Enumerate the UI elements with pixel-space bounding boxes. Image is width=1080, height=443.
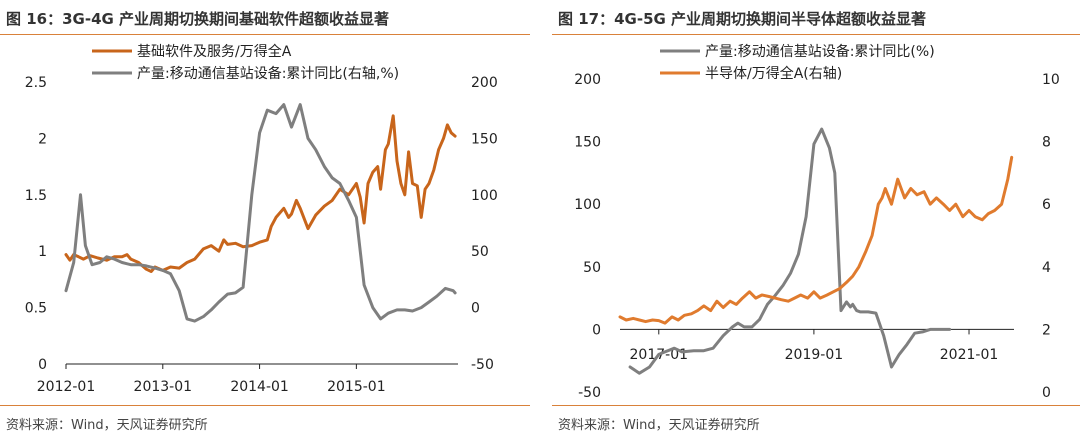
x-tick-label: 2012-01 (37, 379, 96, 395)
y-right-tick-label: 0 (1042, 385, 1051, 401)
title-rule (0, 34, 530, 35)
y-left-tick-label: 0 (592, 322, 601, 338)
x-tick-label: 2019-01 (785, 347, 844, 363)
y-right-tick-label: 8 (1042, 135, 1051, 151)
legend-label: 产量:移动通信基站设备:累计同比(右轴,%) (137, 65, 399, 82)
y-left-tick-label: 1 (38, 244, 47, 260)
series-line-1 (64, 103, 457, 323)
legend-label: 产量:移动通信基站设备:累计同比(%) (705, 43, 935, 60)
y-right-tick-label: -50 (471, 357, 494, 373)
y-left-tick-label: 2.5 (25, 75, 47, 91)
y-left-tick-label: -50 (578, 385, 601, 401)
x-tick-label: 2014-01 (230, 379, 289, 395)
y-right-tick-label: 0 (471, 301, 480, 317)
y-left-tick-label: 2 (38, 131, 47, 147)
chart-plot-right: 2017-01 2019-01 2021-01-500501001502000246… (574, 43, 1060, 401)
chart-plot-left: 2012-01 2013-01 2014-01 2015-01 0 0.5 1 1.5 2 2.5… (25, 43, 498, 395)
y-left-tick-label: 0 (38, 357, 47, 373)
y-left-tick-label: 0.5 (25, 301, 47, 317)
title-rule (552, 34, 1080, 35)
chart-panel-right: 图 17：4G-5G 产业周期切换期间半导体超额收益显著 2017-01 2019… (552, 0, 1080, 443)
chart-title: 图 16：3G-4G 产业周期切换期间基础软件超额收益显著 (6, 10, 390, 28)
y-right-tick-label: 10 (1042, 72, 1060, 88)
legend-label: 半导体/万得全A(右轴) (705, 65, 842, 82)
chart-title: 图 17：4G-5G 产业周期切换期间半导体超额收益显著 (558, 10, 927, 28)
chart-panel-left: 图 16：3G-4G 产业周期切换期间基础软件超额收益显著 2012-01 201… (0, 0, 530, 443)
y-right-tick-label: 4 (1042, 260, 1051, 276)
series-line-1 (618, 155, 1014, 325)
source-rule (552, 405, 1080, 406)
source-note: 资料来源：Wind，天风证券研究所 (6, 418, 208, 433)
series-line-0 (64, 114, 457, 273)
y-right-tick-label: 6 (1042, 197, 1051, 213)
y-left-tick-label: 200 (574, 72, 601, 88)
y-left-tick-label: 100 (574, 197, 601, 213)
y-right-tick-label: 150 (471, 131, 498, 147)
source-rule (0, 405, 530, 406)
legend-label: 基础软件及服务/万得全A (137, 43, 292, 60)
y-right-tick-label: 50 (471, 244, 489, 260)
x-tick-label: 2015-01 (327, 379, 386, 395)
series-line-0 (628, 127, 952, 375)
x-tick-label: 2021-01 (940, 347, 999, 363)
y-left-tick-label: 50 (583, 260, 601, 276)
y-right-tick-label: 200 (471, 75, 498, 91)
y-left-tick-label: 150 (574, 135, 601, 151)
x-tick-label: 2013-01 (134, 379, 193, 395)
y-left-tick-label: 1.5 (25, 188, 47, 204)
source-note: 资料来源：Wind，天风证券研究所 (558, 418, 760, 433)
y-right-tick-label: 2 (1042, 322, 1051, 338)
y-right-tick-label: 100 (471, 188, 498, 204)
